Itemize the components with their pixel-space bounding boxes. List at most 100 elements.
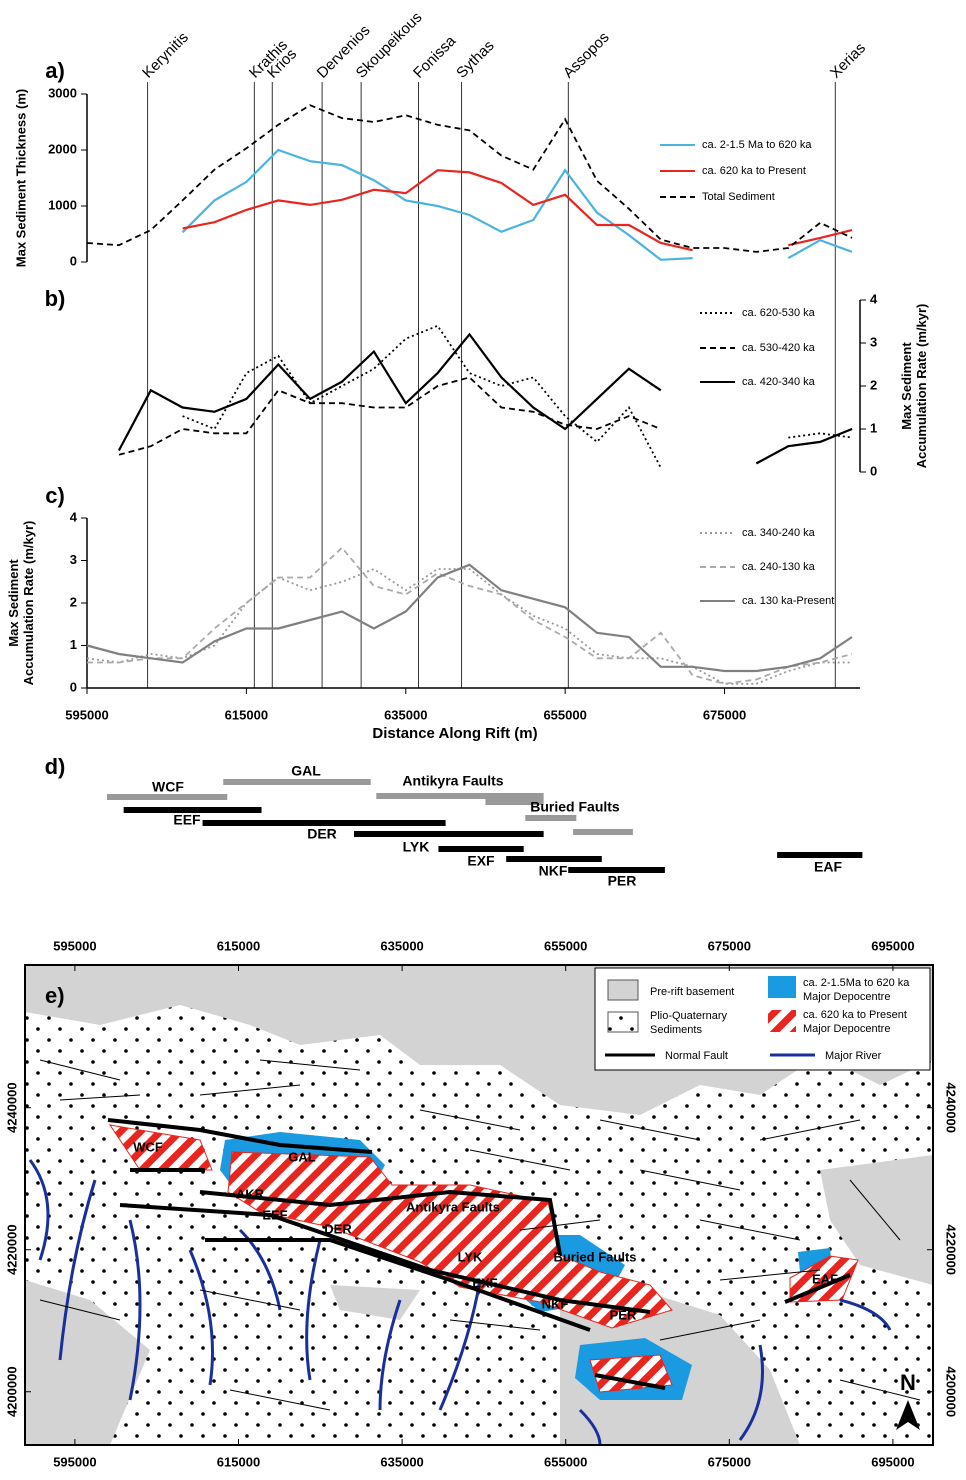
legend-label: ca. 2-1.5 Ma to 620 ka [702, 139, 812, 151]
y-axis-label: Max Sediment [6, 559, 21, 647]
river-label: Kerynitis [139, 29, 192, 82]
x-tick-label: 655000 [544, 1454, 587, 1469]
y-tick-label: 0 [70, 679, 77, 694]
legend-label: ca. 130 ka-Present [742, 595, 834, 607]
data-line [182, 169, 853, 252]
y-tick-label: 1 [70, 637, 77, 652]
fault-label: AKR [236, 1186, 265, 1201]
y-axis-label: Max Sediment [899, 342, 914, 430]
y-axis-label: Accumulation Rate (m/kyr) [914, 304, 929, 469]
x-tick-label: 695000 [871, 1454, 914, 1469]
legend-label: ca. 620-530 ka [742, 307, 816, 319]
fault-label: EXF [467, 853, 495, 869]
panel-label: c) [45, 483, 65, 508]
fault-label: DER [324, 1221, 352, 1236]
y-tick-label: 2000 [48, 141, 77, 156]
legend-label: ca. 620 ka to Present [702, 165, 806, 177]
x-tick-label: 655000 [544, 938, 587, 953]
y-tick-label: 1 [870, 420, 877, 435]
x-tick-label: 635000 [380, 938, 423, 953]
x-tick-label: 595000 [65, 707, 108, 722]
fault-label: GAL [288, 1149, 316, 1164]
fault-label: PER [610, 1307, 637, 1322]
legend-label: ca. 340-240 ka [742, 527, 816, 539]
legend-label: Total Sediment [702, 191, 775, 203]
legend-label: Normal Fault [665, 1050, 728, 1062]
x-tick-label: 595000 [53, 1454, 96, 1469]
y-tick-label: 3 [70, 552, 77, 567]
river-label: Assopos [560, 29, 613, 82]
y-tick-label: 4220000 [4, 1224, 19, 1275]
fault-label: LYK [458, 1249, 483, 1264]
panel-label: e) [45, 983, 65, 1008]
x-tick-label: 655000 [543, 707, 586, 722]
x-tick-label: 675000 [708, 1454, 751, 1469]
y-tick-label: 0 [70, 253, 77, 268]
rivers [28, 1159, 892, 1446]
river-label: Sythas [453, 37, 497, 81]
legend-label: ca. 530-420 ka [742, 342, 816, 354]
y-tick-label: 4240000 [944, 1082, 959, 1133]
y-tick-label: 4240000 [4, 1082, 19, 1133]
north-label: N [900, 1370, 916, 1395]
y-axis-label: Max Sediment Thickness (m) [13, 89, 28, 267]
panel-label: d) [45, 754, 66, 779]
legend-label: Pre-rift basement [650, 986, 734, 998]
legend-label: ca. 2-1.5Ma to 620 ka [803, 977, 910, 989]
y-tick-label: 4200000 [4, 1366, 19, 1417]
depocentres [108, 1124, 859, 1400]
x-tick-label: 675000 [703, 707, 746, 722]
fault-label: WCF [133, 1139, 163, 1154]
legend-label: Major Depocentre [803, 1023, 890, 1035]
x-tick-label: 615000 [217, 1454, 260, 1469]
map-frame [24, 964, 934, 1446]
y-tick-label: 2 [870, 377, 877, 392]
y-tick-label: 4 [870, 291, 878, 306]
legend-label: Major Depocentre [803, 991, 890, 1003]
panel-label: b) [45, 286, 66, 311]
fault-label: NKF [542, 1296, 569, 1311]
x-tick-label: 695000 [871, 938, 914, 953]
y-tick-label: 2 [70, 594, 77, 609]
y-tick-label: 0 [870, 463, 877, 478]
panel-label: a) [45, 58, 65, 83]
x-tick-label: 615000 [225, 707, 268, 722]
major-faults [107, 1118, 851, 1390]
map-legend [594, 967, 931, 1071]
river-label: Xerias [827, 40, 869, 82]
fault-label: EEF [262, 1207, 287, 1222]
x-tick-label: 675000 [708, 938, 751, 953]
minor-faults [39, 1059, 921, 1411]
fault-label: EAF [812, 1271, 838, 1286]
x-tick-label: 615000 [217, 938, 260, 953]
fault-label: Buried Faults [553, 1249, 636, 1264]
legend-label: ca. 420-340 ka [742, 376, 816, 388]
y-tick-label: 3 [870, 334, 877, 349]
data-line [182, 324, 853, 469]
fault-label: NKF [539, 863, 568, 879]
x-tick-label: 595000 [53, 938, 96, 953]
data-line [181, 148, 853, 261]
y-tick-label: 4 [70, 509, 78, 524]
data-line [118, 376, 853, 465]
x-tick-label: 635000 [380, 1454, 423, 1469]
x-tick-label: 635000 [384, 707, 427, 722]
legend-label: ca. 240-130 ka [742, 561, 816, 573]
y-tick-label: 1000 [48, 197, 77, 212]
fault-label: LYK [403, 839, 430, 855]
x-axis-label: Distance Along Rift (m) [372, 725, 537, 742]
fault-label: WCF [152, 779, 184, 795]
fault-label: Antikyra Faults [402, 773, 503, 789]
y-axis-label: Accumulation Rate (m/kyr) [21, 521, 36, 686]
fault-label: EAF [814, 859, 842, 875]
legend-label: Plio-Quaternary [650, 1010, 728, 1022]
legend-label: Sediments [650, 1024, 702, 1036]
data-line [86, 563, 853, 673]
y-tick-label: 3000 [48, 85, 77, 100]
fault-label: Antikyra Faults [406, 1199, 500, 1214]
data-line [87, 546, 853, 685]
fault-label: PER [608, 873, 637, 889]
data-line [117, 332, 853, 465]
y-tick-label: 4220000 [944, 1224, 959, 1275]
